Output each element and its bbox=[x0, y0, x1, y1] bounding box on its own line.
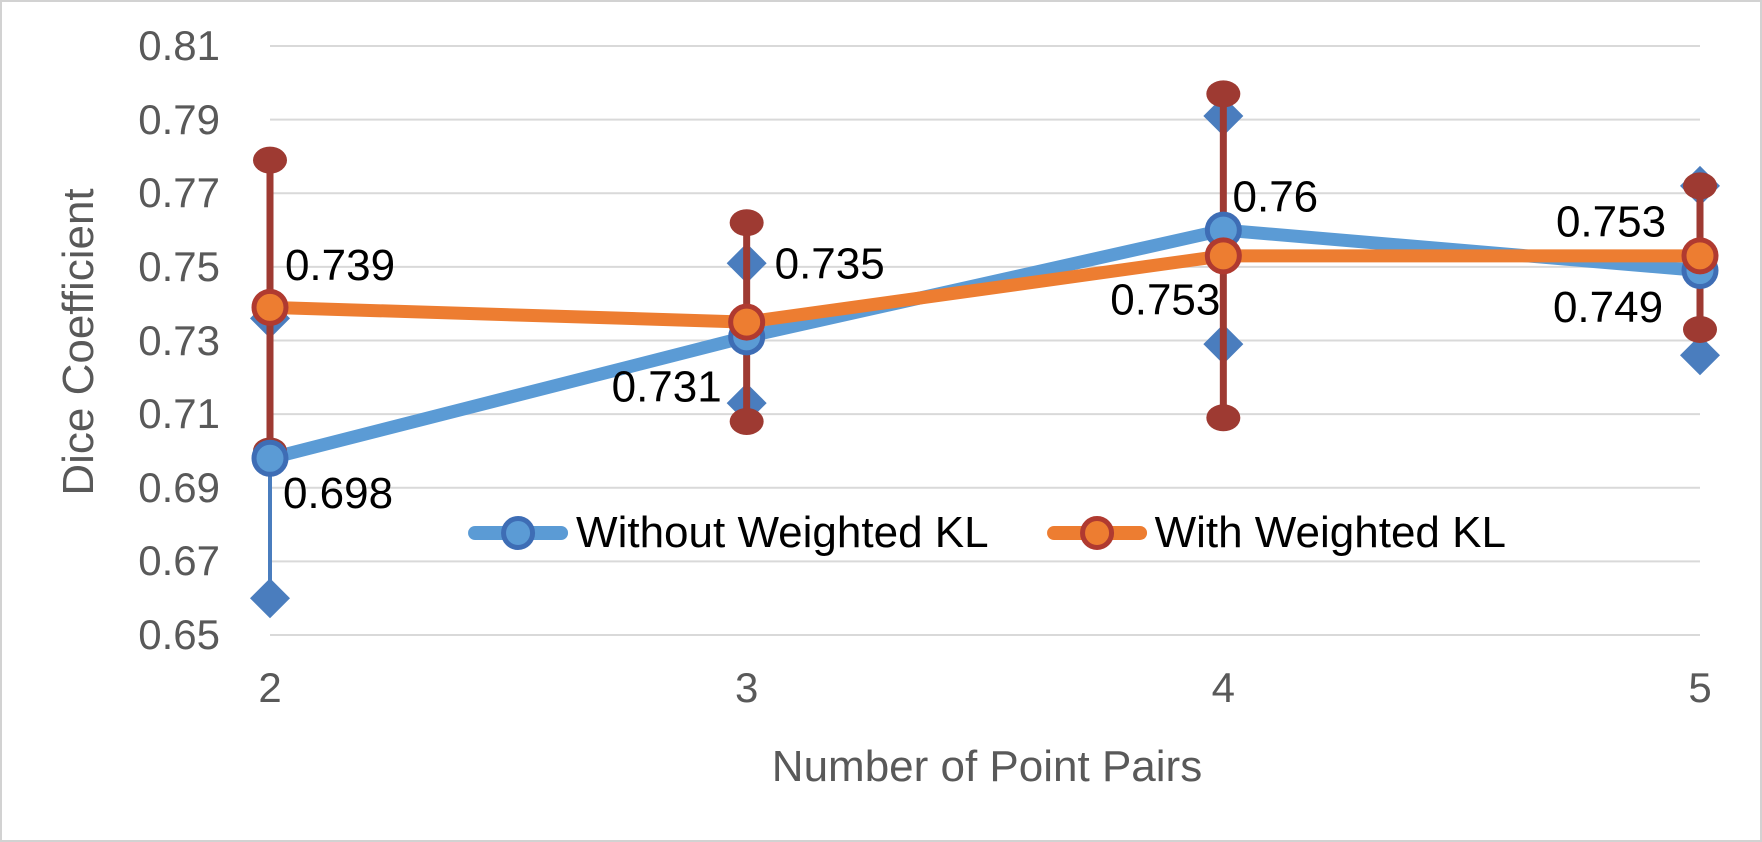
x-axis-title: Number of Point Pairs bbox=[771, 742, 1203, 791]
error-bar-round-cap-icon bbox=[1206, 404, 1241, 432]
error-bar-round-cap-icon bbox=[729, 209, 764, 237]
legend-blue-line-marker-icon bbox=[468, 516, 569, 550]
data-point-marker bbox=[1681, 237, 1719, 275]
data-label: 0.731 bbox=[612, 362, 722, 411]
data-label: 0.735 bbox=[775, 240, 885, 289]
legend-item-without-weighted-kl[interactable]: Without Weighted KL bbox=[468, 508, 989, 558]
data-label: 0.76 bbox=[1233, 173, 1319, 222]
error-bar-round-cap-icon bbox=[729, 407, 764, 435]
error-bar-round-cap-icon bbox=[1683, 315, 1717, 343]
legend-orange-circle-marker-icon bbox=[1079, 516, 1114, 550]
data-label: 0.753 bbox=[1556, 197, 1666, 246]
data-label: 0.753 bbox=[1110, 275, 1220, 324]
series-line-without-weighted-kl bbox=[263, 223, 1707, 465]
data-point-marker bbox=[251, 288, 289, 326]
legend-label-without-weighted-kl: Without Weighted KL bbox=[576, 508, 989, 557]
data-label: 0.749 bbox=[1553, 283, 1663, 332]
error-bar-diamond-cap-icon bbox=[1680, 335, 1720, 376]
data-point-marker bbox=[728, 303, 766, 341]
x-axis-tick-label: 3 bbox=[734, 664, 759, 711]
x-axis-tick-label: 4 bbox=[1211, 664, 1236, 711]
y-axis-tick-label: 0.71 bbox=[138, 390, 220, 438]
error-bar-round-cap-icon bbox=[253, 146, 287, 174]
y-axis-tick-label: 0.65 bbox=[138, 611, 220, 658]
legend-item-with-weighted-kl[interactable]: With Weighted KL bbox=[1046, 508, 1506, 558]
legend-orange-line-marker-icon bbox=[1046, 516, 1147, 550]
x-axis-tick-label: 2 bbox=[258, 664, 282, 711]
error-bar-diamond-cap-icon bbox=[250, 578, 290, 619]
data-point-marker bbox=[1204, 237, 1242, 275]
legend: Without Weighted KL With Weighted KL bbox=[468, 508, 1506, 558]
y-axis-tick-label: 0.73 bbox=[138, 316, 220, 364]
data-label: 0.739 bbox=[285, 241, 395, 290]
y-axis-tick-label: 0.69 bbox=[138, 463, 220, 511]
series-line-with-weighted-kl bbox=[263, 249, 1707, 329]
error-bar-round-cap-icon bbox=[1683, 172, 1717, 200]
x-axis-tick-label: 5 bbox=[1688, 664, 1712, 711]
legend-blue-circle-marker-icon bbox=[501, 516, 536, 550]
error-bar-round-cap-icon bbox=[1206, 80, 1241, 108]
data-label: 0.698 bbox=[283, 469, 393, 518]
y-axis-tick-label: 0.81 bbox=[138, 22, 220, 69]
y-axis-tick-label: 0.75 bbox=[138, 242, 220, 290]
legend-label-with-weighted-kl: With Weighted KL bbox=[1154, 508, 1506, 557]
y-axis-tick-label: 0.79 bbox=[138, 95, 220, 143]
data-point-marker bbox=[251, 439, 289, 477]
y-axis-tick-label: 0.77 bbox=[138, 169, 220, 217]
y-axis-tick-label: 0.67 bbox=[138, 537, 220, 585]
